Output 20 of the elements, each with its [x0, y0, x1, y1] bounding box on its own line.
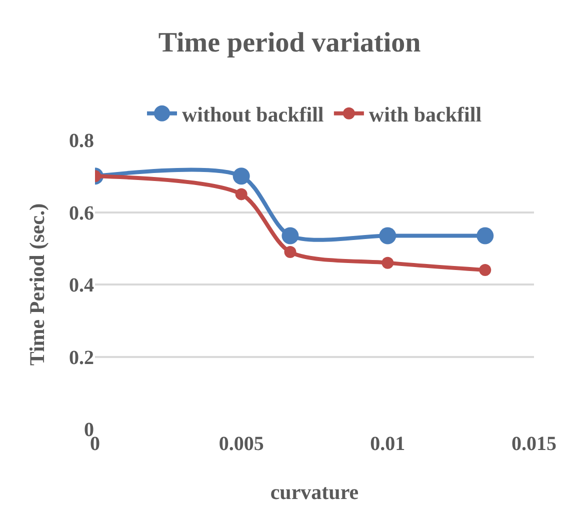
x-tick-label: 0.01 [370, 433, 406, 455]
point [379, 227, 396, 244]
point [282, 227, 299, 244]
chart-title: Time period variation [158, 28, 422, 59]
point [476, 227, 494, 244]
y-tick-label: 0.4 [69, 274, 94, 296]
point [382, 256, 394, 269]
y-tick-label: 0.6 [69, 202, 94, 224]
x-tick-label: 0.015 [512, 433, 556, 455]
y-tick-label: 0.8 [69, 130, 94, 152]
legend-label: without backfill [182, 102, 324, 127]
point [235, 188, 248, 200]
legend-label: with backfill [368, 102, 482, 127]
x-tick-label: 0.005 [218, 433, 264, 455]
point [232, 168, 250, 185]
point [284, 246, 296, 258]
x-axis-title: curvature [270, 480, 359, 504]
y-axis-title: Time Period (sec.) [25, 203, 50, 366]
y-tick-label: 0.2 [69, 346, 94, 369]
point [479, 264, 492, 276]
